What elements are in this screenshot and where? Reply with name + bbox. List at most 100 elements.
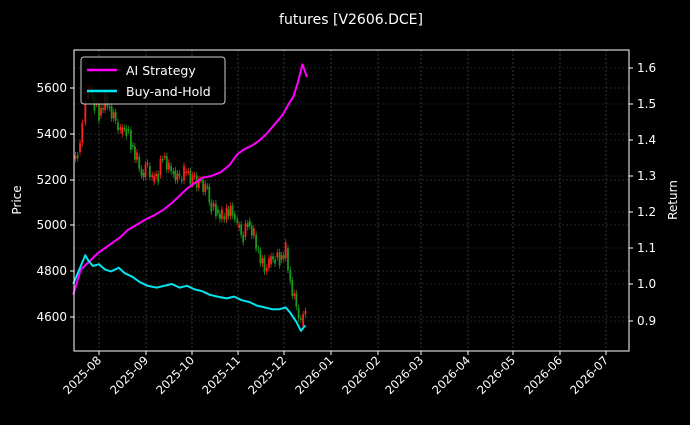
candle-body: [265, 267, 268, 272]
y2-tick-label: 1.4: [637, 133, 656, 147]
candle-body: [212, 203, 215, 208]
candle-body: [299, 318, 302, 320]
x-tick-label: 2026-07: [567, 353, 611, 397]
candle-body: [210, 202, 213, 212]
grid-lines: [74, 50, 629, 351]
candle-body: [189, 171, 192, 184]
candle-body: [102, 107, 104, 110]
y2-tick-label: 0.9: [637, 314, 656, 328]
candle-body: [81, 122, 84, 143]
candle-body: [165, 156, 168, 170]
candle-body: [293, 293, 296, 296]
candle-body: [191, 175, 194, 184]
candle-body: [180, 179, 183, 182]
candle-body: [138, 156, 141, 169]
x-tick-label: 2025-10: [153, 353, 197, 397]
candle-body: [274, 259, 276, 264]
candle-body: [242, 234, 245, 243]
candle-body: [110, 106, 113, 119]
candle-body: [200, 179, 202, 182]
line-series: [72, 63, 308, 332]
candle-body: [84, 103, 87, 123]
candle-body: [148, 165, 151, 178]
candle-body: [238, 224, 241, 228]
x-tick-label: 2025-08: [60, 353, 104, 397]
candle-body: [127, 129, 130, 131]
candle-body: [233, 213, 236, 220]
legend-label-buy-and-hold: Buy-and-Hold: [126, 84, 211, 99]
candle-body: [263, 258, 266, 272]
x-tick-label: 2026-05: [474, 353, 518, 397]
candle-body: [221, 209, 223, 219]
candle-body: [259, 250, 262, 264]
candle-body: [170, 165, 173, 172]
candle-body: [134, 146, 136, 160]
candle-body: [252, 228, 255, 236]
candle-body: [284, 242, 287, 259]
candle-body: [280, 255, 283, 260]
candle-body: [159, 158, 162, 176]
candle-body: [282, 255, 285, 259]
candle-body: [223, 216, 226, 220]
candle-body: [250, 225, 253, 236]
y-tick-label: 5400: [36, 127, 67, 141]
plot-frame: [73, 49, 630, 352]
candle-body: [236, 219, 239, 223]
candle-body: [176, 173, 179, 181]
x-tick-label: 2025-11: [199, 353, 243, 397]
x-tick-label: 2026-06: [521, 353, 565, 397]
y-tick-label: 5600: [36, 81, 67, 95]
candle-body: [121, 127, 124, 134]
candle-body: [153, 176, 156, 182]
x-tick-label: 2025-09: [107, 353, 151, 397]
candle-body: [231, 205, 234, 216]
candle-body: [248, 220, 251, 226]
candle-body: [278, 252, 281, 266]
candle-body: [302, 314, 305, 327]
candle-body: [183, 165, 185, 181]
y2-axis-label: Return: [666, 180, 680, 220]
candle-body: [167, 162, 170, 170]
candle-body: [193, 175, 196, 177]
candle-body: [108, 106, 111, 109]
y2-tick-label: 1.2: [637, 205, 656, 219]
y-axis-label: Price: [10, 185, 24, 214]
candle-body: [178, 173, 181, 176]
candle-body: [272, 256, 274, 260]
y-axis-return: 0.9 1.0 1.1 1.2 1.3 1.4 1.5 1.6: [629, 61, 656, 328]
candle-body: [142, 172, 145, 178]
y2-tick-label: 1.5: [637, 97, 656, 111]
candle-body: [255, 234, 258, 249]
candle-body: [98, 103, 100, 121]
candle-body: [291, 280, 294, 296]
x-axis: 2025-08 2025-09 2025-10 2025-11 2025-12 2026-…: [60, 351, 611, 397]
candle-body: [172, 171, 175, 175]
legend: AI Strategy Buy-and-Hold: [80, 56, 226, 105]
candle-body: [261, 258, 264, 264]
candle-body: [151, 175, 154, 178]
candle-body: [214, 203, 217, 217]
candle-body: [76, 155, 79, 159]
candle-body: [297, 307, 300, 319]
candle-body: [125, 128, 128, 136]
candle-body: [268, 258, 270, 268]
candle-body: [136, 152, 138, 160]
candle-body: [197, 179, 200, 188]
candle-body: [240, 224, 243, 235]
x-tick-label: 2026-02: [339, 353, 383, 397]
y2-tick-label: 1.3: [637, 169, 656, 183]
candle-body: [217, 209, 219, 214]
candle-body: [204, 183, 207, 192]
candle-body: [246, 223, 249, 228]
y-axis-price: 4600 4800 5000 5200 5400 5600: [36, 81, 74, 324]
candle-body: [187, 171, 190, 173]
candle-body: [304, 310, 307, 315]
candle-body: [185, 171, 188, 174]
x-tick-label: 2025-12: [245, 353, 289, 397]
candle-body: [100, 107, 102, 116]
candle-body: [146, 162, 149, 165]
candle-body: [157, 173, 160, 182]
candle-body: [129, 130, 132, 150]
candle-body: [289, 269, 292, 282]
candle-body: [219, 213, 221, 219]
